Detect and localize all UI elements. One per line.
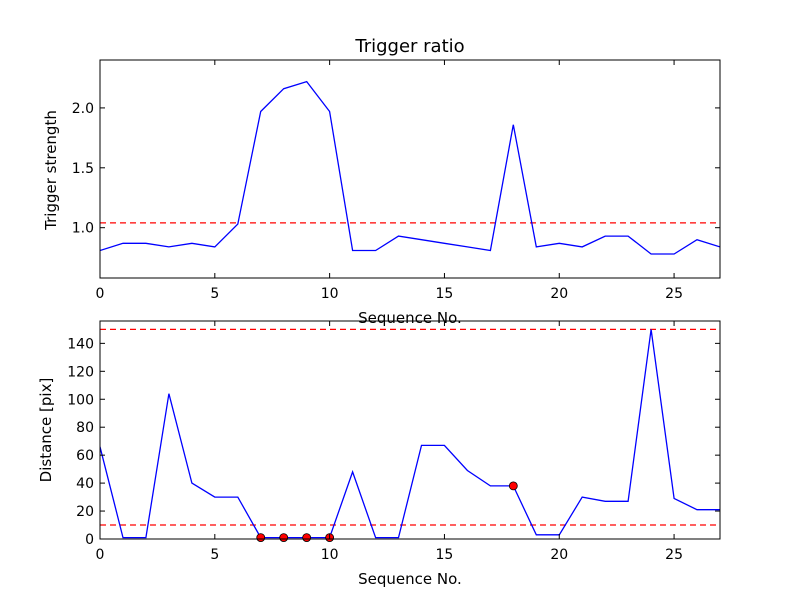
data-point-marker bbox=[279, 533, 289, 543]
y-tick-label: 120 bbox=[67, 364, 94, 380]
y-tick-label: 100 bbox=[67, 392, 94, 408]
data-point-marker bbox=[302, 533, 312, 543]
x-tick-label: 0 bbox=[96, 547, 105, 563]
x-tick-label: 20 bbox=[550, 547, 568, 563]
data-point-marker bbox=[508, 481, 518, 491]
x-tick-label: 25 bbox=[665, 547, 683, 563]
y-tick-label: 40 bbox=[76, 476, 94, 492]
x-tick-label: 10 bbox=[321, 547, 339, 563]
y-tick-label: 140 bbox=[67, 336, 94, 352]
data-point-marker bbox=[256, 533, 266, 543]
x-tick-label: 20 bbox=[550, 286, 568, 302]
plot-frame bbox=[99, 320, 721, 540]
y-axis-label: Distance [pix] bbox=[37, 378, 55, 483]
x-tick-label: 25 bbox=[665, 286, 683, 302]
x-tick-label: 5 bbox=[210, 547, 219, 563]
y-tick-label: 20 bbox=[76, 504, 94, 520]
y-tick-label: 2.0 bbox=[72, 101, 94, 117]
y-tick-label: 0 bbox=[85, 532, 94, 548]
x-axis-label: Sequence No. bbox=[358, 570, 462, 588]
x-tick-label: 10 bbox=[321, 286, 339, 302]
y-tick-label: 1.0 bbox=[72, 221, 94, 237]
x-tick-label: 5 bbox=[210, 286, 219, 302]
chart-title: Trigger ratio bbox=[354, 36, 464, 57]
series-line bbox=[100, 80, 720, 255]
plot-frame bbox=[99, 59, 721, 279]
x-axis-label: Sequence No. bbox=[358, 309, 462, 327]
y-tick-label: 80 bbox=[76, 420, 94, 436]
distance-chart: Sequence No. Distance [pix] 0 5 10 15 20 25 0 2… bbox=[37, 320, 721, 588]
y-tick-label: 1.5 bbox=[72, 161, 94, 177]
x-tick-label: 15 bbox=[436, 286, 454, 302]
y-tick-label: 60 bbox=[76, 448, 94, 464]
x-tick-label: 15 bbox=[436, 547, 454, 563]
x-tick-label: 0 bbox=[96, 286, 105, 302]
series-line bbox=[100, 329, 720, 539]
trigger-ratio-chart: Trigger ratio Sequence No. Trigger stren… bbox=[42, 36, 721, 327]
y-axis-label: Trigger strength bbox=[42, 110, 60, 231]
